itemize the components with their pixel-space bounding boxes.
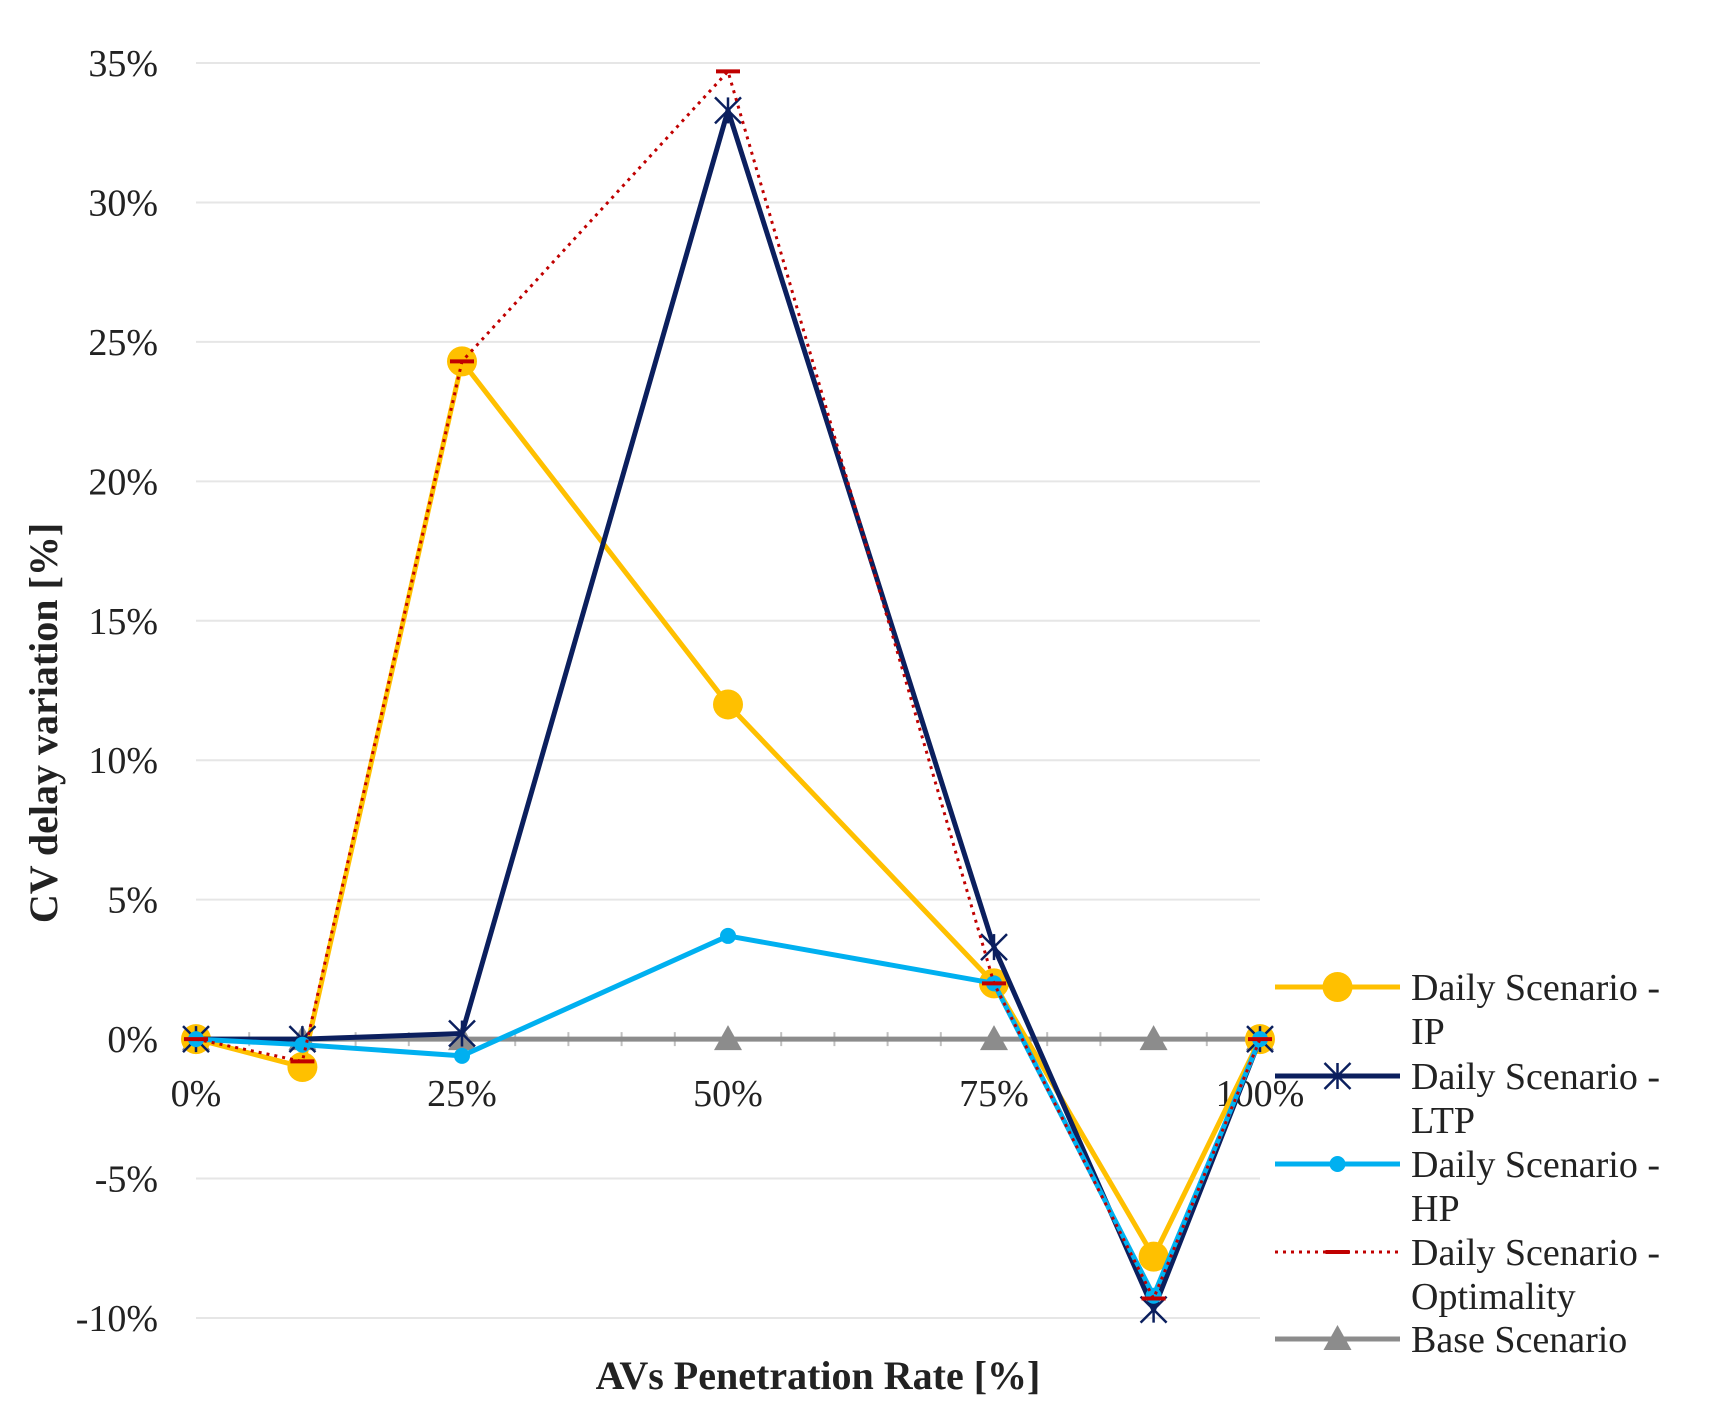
y-tick-label: 10% — [88, 740, 158, 782]
y-tick-label: 30% — [88, 182, 158, 224]
series-daily-scenario-ip — [181, 346, 1275, 1272]
data-point — [454, 1047, 470, 1064]
legend-label: HP — [1411, 1188, 1460, 1230]
legend-item: Daily Scenario -Optimality — [1275, 1232, 1660, 1318]
x-tick-label: 50% — [693, 1073, 763, 1115]
legend-marker — [1322, 972, 1353, 1002]
x-axis-title: AVs Penetration Rate [%] — [596, 1353, 1041, 1398]
data-point — [1138, 1241, 1169, 1272]
y-tick-label: -5% — [95, 1159, 158, 1201]
legend-label: Optimality — [1411, 1276, 1576, 1318]
y-axis-title: CV delay variation [%] — [21, 523, 66, 923]
series-daily-scenario-hp — [188, 927, 1268, 1304]
legend-label: IP — [1411, 1011, 1445, 1053]
series-line — [195, 358, 1263, 1260]
legend-label: Daily Scenario - — [1411, 967, 1660, 1009]
legend-label: Daily Scenario - — [1411, 1144, 1660, 1186]
data-point — [980, 933, 1008, 961]
y-tick-label: 25% — [88, 322, 158, 364]
x-tick-label: 0% — [171, 1073, 222, 1115]
legend-marker — [1329, 1156, 1346, 1172]
series-daily-scenario-optimality — [184, 69, 1272, 1301]
data-point — [714, 1025, 742, 1051]
legend-item: Daily Scenario -HP — [1275, 1144, 1660, 1230]
y-tick-label: 35% — [88, 43, 158, 85]
series-layer — [181, 69, 1275, 1324]
data-point — [1139, 1025, 1168, 1051]
x-tick-label: 75% — [959, 1073, 1029, 1115]
y-tick-label: 0% — [107, 1019, 158, 1061]
legend-item: Daily Scenario -LTP — [1275, 1056, 1660, 1142]
y-tick-label: -10% — [76, 1298, 158, 1340]
y-tick-label: 20% — [88, 461, 158, 503]
data-point — [714, 96, 742, 125]
data-point — [448, 1019, 476, 1048]
series-line — [195, 933, 1263, 1299]
x-tick-label: 25% — [427, 1073, 497, 1115]
legend-marker — [1323, 1062, 1352, 1090]
legend-item: Daily Scenario -IP — [1275, 967, 1660, 1053]
legend-label: Daily Scenario - — [1411, 1232, 1660, 1274]
legend-marker — [1323, 1325, 1352, 1350]
y-tick-label: 5% — [107, 880, 158, 922]
legend-item: Base Scenario — [1275, 1319, 1627, 1361]
legend-label: Base Scenario — [1411, 1319, 1627, 1361]
legend-label: Daily Scenario - — [1411, 1056, 1660, 1098]
legend-label: LTP — [1411, 1100, 1475, 1142]
y-tick-label: 15% — [88, 601, 158, 643]
data-point — [980, 1025, 1008, 1051]
data-point — [720, 927, 736, 944]
data-point — [713, 689, 743, 720]
data-point — [294, 1036, 311, 1053]
y-axis-ticks: -10% -5% 0% 5% 10% 15% 20% 25% 30% 35% — [76, 43, 158, 1340]
